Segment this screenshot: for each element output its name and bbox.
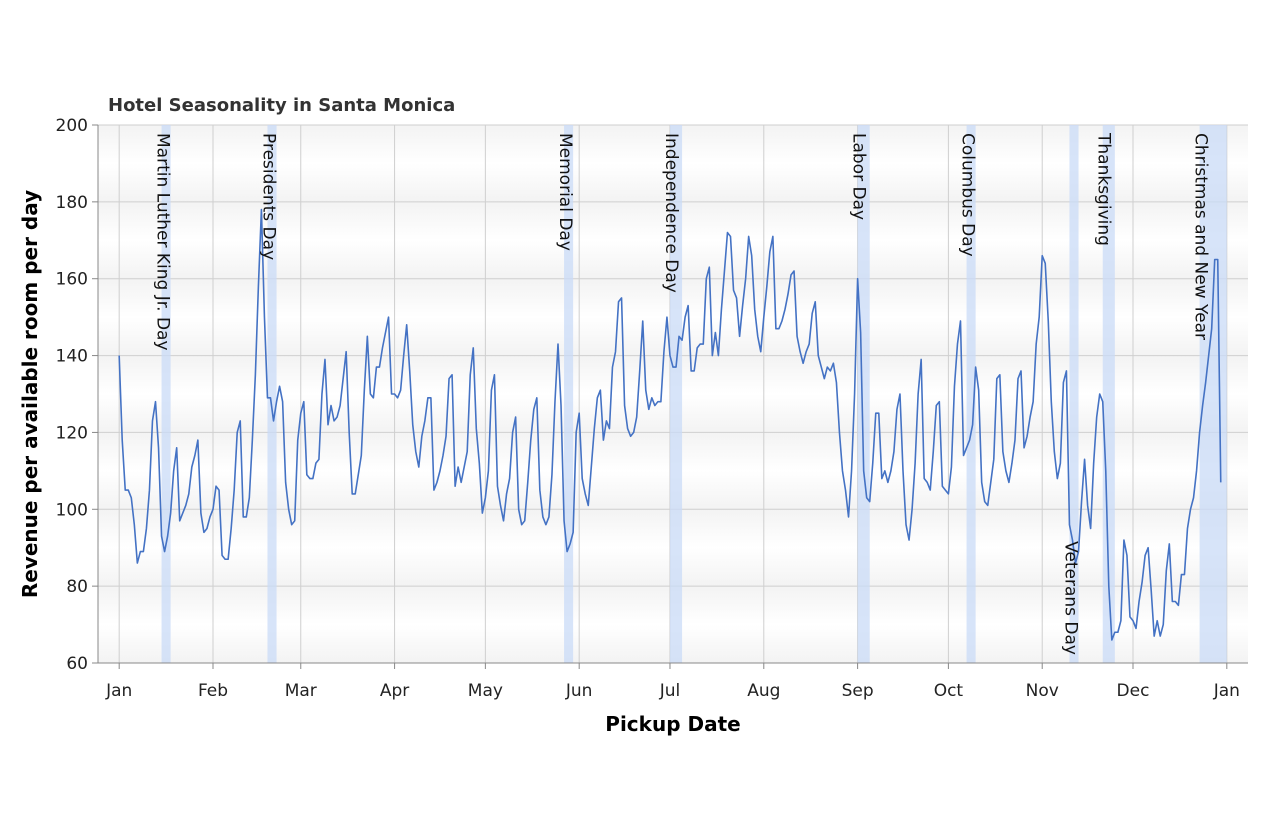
y-axis-title: Revenue per available room per day (18, 190, 42, 598)
holiday-band (564, 125, 574, 663)
x-tick-label: Feb (198, 681, 228, 701)
y-tick-label: 140 (56, 347, 88, 367)
x-tick-label: Dec (1117, 681, 1150, 701)
holiday-band (1069, 125, 1079, 663)
x-axis-title: Pickup Date (605, 712, 740, 736)
holiday-band (267, 125, 277, 663)
holiday-label: Independence Day (661, 133, 681, 293)
axes: 60 80 100 120 140 160 180 200 Jan Feb Mar Apr May Jun… (56, 116, 1248, 701)
holiday-label: Christmas and New Year (1191, 133, 1211, 340)
y-tick-label: 180 (56, 193, 88, 213)
holiday-label: Presidents Day (258, 133, 278, 260)
holiday-label: Columbus Day (958, 133, 978, 257)
holiday-labels: Martin Luther King Jr. Day Presidents Day… (153, 132, 1211, 655)
holiday-band (857, 125, 870, 663)
revenue-line (118, 208, 1222, 641)
y-tick-label: 160 (56, 270, 88, 290)
x-tick-label: Jan (105, 681, 132, 701)
holiday-label: Veterans Day (1060, 541, 1080, 655)
holiday-label: Labor Day (849, 133, 869, 220)
x-tick-label: Oct (934, 681, 964, 701)
y-tick-label: 120 (56, 423, 88, 443)
y-tick-label: 60 (66, 654, 88, 674)
data-series (118, 208, 1222, 641)
x-tick-label: Mar (285, 681, 317, 701)
y-tick-label: 100 (56, 500, 88, 520)
x-tick-label: Aug (747, 681, 780, 701)
y-tick-label: 200 (56, 116, 88, 136)
chart-title: Hotel Seasonality in Santa Monica (108, 95, 455, 116)
y-tick-label: 80 (66, 577, 88, 597)
holiday-band (161, 125, 171, 663)
x-tick-label: Jul (659, 681, 681, 701)
x-tick-label: Sep (842, 681, 874, 701)
holiday-bands (161, 125, 1227, 663)
x-tick-label: Jun (565, 681, 593, 701)
holiday-label: Memorial Day (555, 133, 575, 251)
holiday-label: Martin Luther King Jr. Day (153, 133, 173, 351)
x-tick-label: May (468, 681, 503, 701)
x-tick-label: Apr (380, 681, 409, 701)
x-tick-label: Jan (1213, 681, 1240, 701)
holiday-band (669, 125, 683, 663)
holiday-band (966, 125, 976, 663)
x-tick-label: Nov (1026, 681, 1059, 701)
holiday-band (1102, 125, 1115, 663)
holiday-label: Thanksgiving (1094, 132, 1114, 246)
